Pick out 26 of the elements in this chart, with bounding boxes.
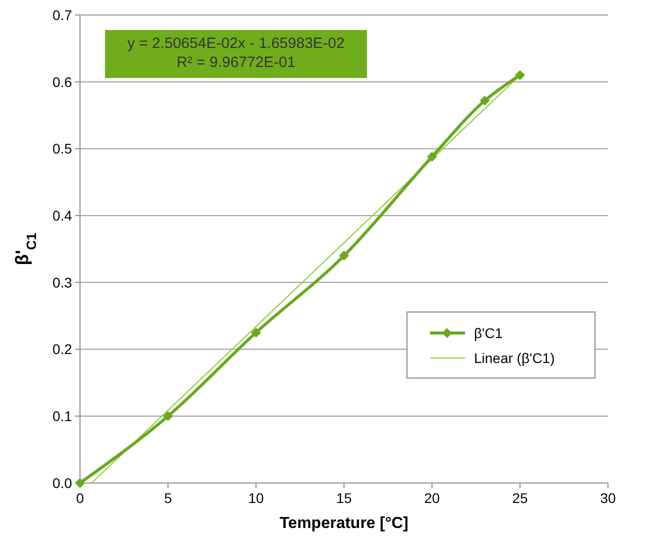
point [251,328,261,338]
x-tick-label: 30 [600,490,616,506]
y-tick-label: 0.2 [52,341,72,358]
y-tick-label: 0.5 [52,140,72,157]
point [480,96,490,106]
point [163,411,173,422]
x-axis-title: Temperature [°C] [280,515,408,532]
x-tick-label: 20 [424,490,440,506]
x-tick-label: 5 [164,490,172,506]
y-tick-label: 0.3 [52,274,72,290]
annotation: R² = 9.96772E-01 [176,54,296,71]
annotation: y = 2.50654E-02x - 1.65983E-02 [127,35,345,52]
y-tick-label: 0.6 [52,74,72,90]
x-tick-label: 0 [76,490,84,506]
y-tick-label: 0.7 [52,6,72,23]
y-tick-label: 0.1 [52,408,72,424]
point [427,152,437,162]
point [515,70,525,80]
x-tick-label: 10 [248,490,264,506]
x-tick-label: 15 [336,490,352,506]
point [339,250,349,261]
legend-label: Linear (β'C1) [474,350,555,366]
x-tick-label: 25 [512,490,528,506]
y-tick-label: 0.0 [52,474,72,491]
legend-label: β'C1 [474,324,503,341]
y-tick-label: 0.4 [52,207,72,224]
